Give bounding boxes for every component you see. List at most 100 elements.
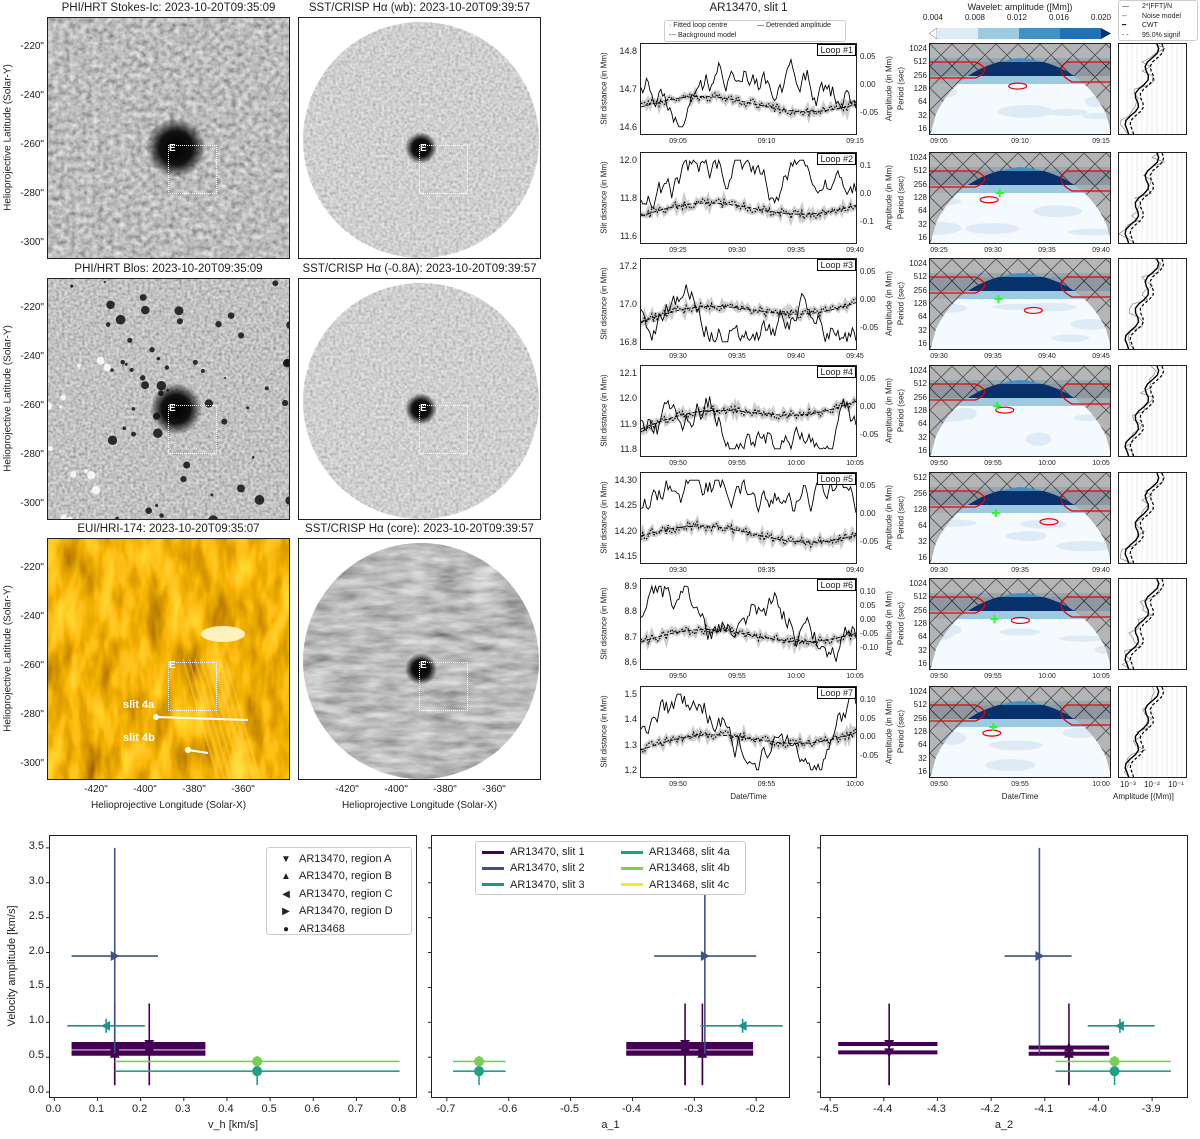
magnetic-patch	[120, 359, 125, 365]
y-tick: -220"	[20, 41, 44, 52]
period-tick: 32	[918, 645, 927, 655]
sunspot	[405, 653, 437, 685]
loop-label: Loop #6	[817, 579, 856, 591]
legend-marker-down: ▼	[281, 854, 291, 865]
loop-timeseries-plot: Loop #1	[640, 43, 859, 135]
period-axis-label: Period (sec)	[896, 66, 906, 111]
slit-start	[185, 747, 191, 753]
fourier-spectrum-plot	[1118, 258, 1187, 351]
slit-start	[153, 714, 159, 720]
magnetic-patch	[115, 516, 119, 519]
x-tick: 09:35	[757, 567, 776, 574]
y-tick-label: 2.0	[28, 944, 44, 957]
wavelet-power-blob	[1056, 541, 1110, 552]
x-tick-label: 0.1	[88, 1103, 105, 1115]
magnetic-patch	[159, 513, 164, 518]
magnetic-patch	[192, 359, 198, 365]
wavelet-power-blob	[965, 223, 1020, 235]
fft-amplitude	[1121, 578, 1161, 670]
legend-label: 95.0% signif	[1142, 31, 1181, 39]
x-tick-label: 0.8	[390, 1103, 407, 1115]
colorbar-tick: 0.016	[1048, 13, 1070, 22]
legend-label: AR13468, slit 4a	[649, 846, 730, 858]
timeseries-title: AR13470, slit 1	[709, 2, 788, 14]
fitted-loop-centre	[640, 197, 857, 221]
legend-swatch	[621, 850, 643, 854]
x-tick: -360"	[231, 784, 255, 795]
magnetic-patch	[282, 399, 289, 407]
x-tick: 09:30	[669, 567, 687, 574]
wavelet-power-band	[930, 398, 1110, 406]
y-axis-label-left: Slit distance (in Mm)	[599, 374, 609, 447]
magnetic-patch	[174, 306, 184, 316]
detrended-amplitude	[640, 693, 857, 772]
panel-title: PHI/HRT Stokes-Ic: 2023-10-20T09:35:09	[61, 2, 276, 14]
y-tick-label: 1.0	[28, 1014, 44, 1027]
data-point	[626, 1043, 754, 1086]
y-axis-label-right: Amplitude (in Mm)	[884, 699, 894, 764]
period-tick: 64	[918, 206, 927, 216]
period-tick: 16	[918, 446, 927, 455]
period-tick: 16	[918, 553, 927, 562]
period-tick: 1024	[909, 687, 927, 696]
cone-of-influence	[930, 366, 1110, 456]
magnetic-patch	[215, 321, 222, 328]
x-tick: 09:50	[930, 781, 948, 788]
y-tick-label: 1.5	[28, 979, 44, 992]
x-tick: 09:30	[930, 567, 948, 574]
y-tick-right: -0.1	[860, 217, 874, 226]
legend-swatch	[482, 866, 504, 870]
period-tick: 32	[918, 753, 927, 763]
fourier-spectrum-plot	[1118, 472, 1187, 565]
wavelet-power-blob	[930, 221, 962, 235]
period-axis-label: Period (sec)	[896, 281, 906, 326]
colorbar-tick: 0.008	[964, 13, 986, 22]
period-tick: 32	[918, 219, 927, 229]
panel-title: SST/CRISP Hα (wb): 2023-10-20T09:39:57	[308, 2, 531, 14]
x-tick-label: -4.4	[873, 1103, 893, 1115]
legend-swatch	[621, 866, 643, 870]
y-axis-label-left: Slit distance (in Mm)	[599, 587, 609, 660]
fitted-loop-centre	[640, 298, 857, 324]
y-tick: -240"	[20, 611, 44, 622]
sunspot	[150, 383, 202, 435]
significance-contour	[930, 383, 986, 401]
region-label: E	[420, 660, 427, 671]
wavelet-power-band	[930, 76, 1110, 84]
x-tick-label: 0.4	[218, 1103, 234, 1115]
magnetic-patch	[107, 435, 118, 445]
peak-marker	[994, 295, 1003, 303]
wavelet-power-band	[930, 58, 1110, 62]
y-tick-right: -0.05	[860, 629, 879, 638]
x-tick: 09:40	[787, 353, 805, 360]
detrended-amplitude	[640, 396, 857, 451]
wavelet-power-band	[930, 719, 1110, 727]
legend-item: --- Background model	[669, 32, 736, 39]
x-tick-label: -0.6	[498, 1103, 518, 1115]
x-tick: 09:55	[728, 460, 746, 467]
fft-amplitude	[1128, 258, 1162, 350]
x-tick: 09:25	[669, 247, 687, 254]
y-tick: -300"	[20, 758, 44, 769]
marker-right	[1035, 951, 1045, 962]
cwt-amplitude	[1124, 472, 1160, 564]
significance-contour	[930, 61, 986, 79]
x-tick: 09:35	[984, 353, 1002, 360]
legend-item: -- Noise model	[1122, 12, 1194, 22]
y-tick-left: 12.0	[619, 155, 637, 165]
period-tick: 512	[913, 592, 927, 602]
marker-circle	[474, 1056, 485, 1067]
legend-item: — 2*|FFT|/N	[1122, 2, 1194, 12]
period-tick: 64	[918, 521, 927, 530]
y-tick-right: 0.10	[860, 587, 876, 596]
x-tick: 10:05	[846, 673, 864, 680]
x-tick: 09:55	[757, 781, 776, 788]
wavelet-power-blob	[998, 628, 1041, 636]
background-model	[640, 732, 857, 751]
fourier-spectrum-plot	[1118, 365, 1187, 458]
data-point	[67, 1018, 145, 1033]
y-tick-left: 14.25	[614, 500, 637, 511]
region-label: E	[169, 403, 176, 414]
legend-label: AR13470, region A	[299, 853, 392, 865]
